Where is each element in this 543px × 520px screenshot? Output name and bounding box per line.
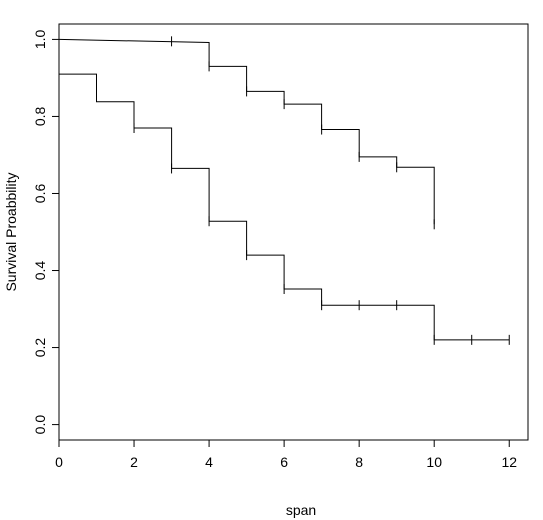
y-axis-label: Survival Proabbility [3,172,19,291]
x-tick-label: 0 [55,454,63,470]
series-layer [58,36,510,345]
x-axis: 0 2 4 6 8 10 12 [55,440,517,470]
x-tick-label: 10 [426,454,442,470]
x-tick-label: 4 [205,454,213,470]
x-tick-label: 2 [130,454,138,470]
y-tick-label: 0.8 [32,107,48,127]
x-tick-label: 6 [280,454,288,470]
y-tick-label: 0.2 [32,338,48,358]
y-tick-label: 0.6 [32,184,48,204]
x-tick-label: 12 [501,454,517,470]
y-axis: 0.0 0.2 0.4 0.6 0.8 1.0 [32,29,59,434]
y-tick-label: 0.0 [32,415,48,435]
x-tick-label: 8 [355,454,363,470]
series-1-step-line [58,38,435,225]
series-2-step-line [59,73,510,341]
plot-frame [58,23,529,441]
y-tick-label: 1.0 [32,29,48,49]
x-axis-label: span [286,502,316,518]
y-tick-label: 0.4 [32,261,48,281]
